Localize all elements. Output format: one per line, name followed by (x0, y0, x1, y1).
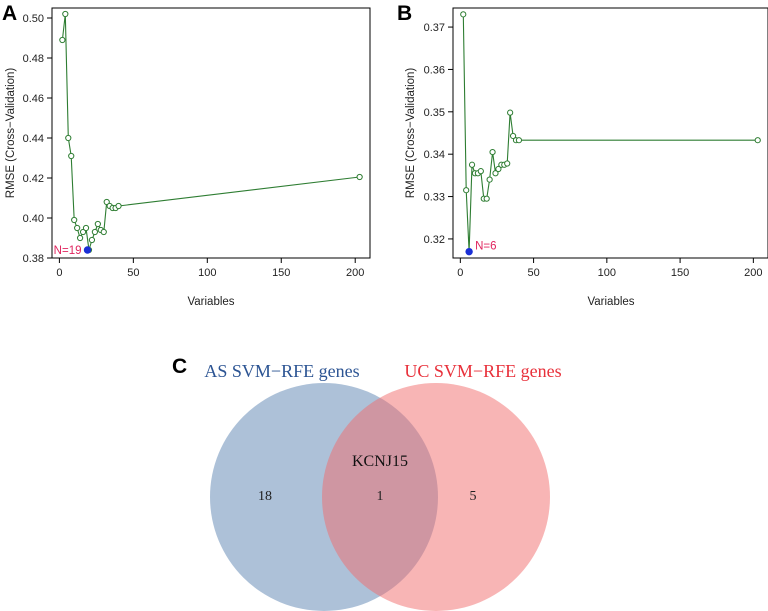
panel-b-data-point (468, 161, 476, 168)
panel-b-plot-frame (452, 7, 768, 259)
panel-a-x-tick-label: 150 (272, 267, 290, 279)
panel-b-optimum-label: N=6 (475, 241, 496, 253)
panel-b-x-tick-label: 0 (457, 267, 463, 279)
panel-a-data-point (356, 173, 363, 181)
panel-b-data-point (515, 137, 523, 144)
panel-b-data-point (509, 132, 517, 140)
panel-a-x-ticks: 0 50 100 150 200 (56, 258, 364, 279)
panel-a-data-point (59, 36, 66, 44)
panel-a-series: N=19 (54, 10, 363, 257)
panel-a-rmse-line (61, 13, 360, 251)
panel-b: B 0 50 100 150 200 0.320.330.340.350.360.37 … (397, 2, 768, 308)
panel-b-data-point (486, 176, 493, 183)
venn-set-a-title: AS SVM−RFE genes (204, 361, 359, 381)
panel-a-data-point (115, 202, 122, 210)
panel-a-data-point (71, 216, 78, 224)
venn-set-b-title: UC SVM−RFE genes (404, 361, 561, 381)
panel-b-data-point (489, 148, 496, 156)
panel-a-data-point (91, 228, 98, 236)
panel-a-data-point (62, 10, 69, 18)
panel-a-plot-frame (51, 7, 371, 259)
panel-c-venn: C AS SVM−RFE genes UC SVM−RFE genes 18 1… (172, 355, 562, 611)
panel-a-y-tick-label: 0.46 (23, 93, 44, 105)
panel-a-y-axis-title: RMSE (Cross−Validation) (5, 68, 17, 199)
panel-b-rmse-line (462, 14, 758, 252)
venn-set-a-only-count: 18 (258, 489, 272, 504)
panel-a-optimum-point (83, 246, 92, 254)
panel-b-data-point (492, 170, 499, 177)
panel-a-data-point (94, 220, 101, 228)
panel-b-y-tick-label: 0.33 (424, 192, 445, 204)
panel-b-y-tick-label: 0.36 (424, 64, 445, 76)
panel-b-series: N=6 (460, 11, 761, 256)
panel-b-data-point (477, 168, 484, 175)
venn-intersection-count: 1 (377, 489, 384, 504)
panel-a-data-point (65, 134, 72, 142)
panel-b-x-tick-label: 50 (527, 267, 539, 279)
panel-b-y-tick-label: 0.35 (424, 107, 445, 119)
venn-set-b-only-count: 5 (470, 489, 477, 504)
panel-b-y-ticks: 0.32 0.33 0.34 0.35 0.36 0.37 (424, 22, 453, 246)
panel-a-data-point (77, 234, 84, 242)
panel-a-letter: A (2, 2, 17, 25)
panel-a-y-tick-label: 0.40 (23, 213, 44, 225)
panel-b-y-tick-label: 0.32 (424, 234, 445, 246)
panel-a-y-tick-label: 0.38 (23, 253, 44, 265)
panel-a-x-tick-label: 0 (56, 267, 62, 279)
panel-a-data-point (74, 224, 81, 232)
panel-a-data-point (103, 198, 110, 206)
panel-b-x-ticks: 0 50 100 150 200 (457, 258, 763, 279)
venn-intersection-gene: KCNJ15 (352, 453, 408, 470)
panel-a-y-ticks: 0.38 0.40 0.42 0.44 0.46 0.48 0.50 (23, 13, 52, 265)
panel-a-x-tick-label: 200 (346, 267, 364, 279)
panel-b-data-point (507, 109, 514, 116)
panel-b-x-tick-label: 150 (671, 267, 689, 279)
panel-b-x-tick-label: 200 (744, 267, 762, 279)
panel-b-data-point (460, 11, 467, 18)
panel-c-letter: C (172, 355, 187, 378)
panel-b-data-point (463, 187, 470, 194)
panel-b-optimum-point (465, 247, 473, 256)
panel-a-data-point (100, 228, 107, 236)
panel-a-y-tick-label: 0.48 (23, 53, 44, 65)
panel-a: A 0 50 100 150 200 0.380.400.420.440.460.480… (2, 2, 371, 308)
panel-b-data-point (754, 137, 761, 144)
panel-b-data-point (483, 195, 490, 202)
panel-a-x-axis-title: Variables (187, 296, 234, 308)
venn-circle-uc (322, 383, 550, 611)
panel-a-data-point (88, 236, 96, 244)
panel-a-data-point (79, 228, 87, 236)
panel-b-x-tick-label: 100 (598, 267, 616, 279)
panel-a-x-tick-label: 50 (127, 267, 139, 279)
panel-b-y-tick-label: 0.37 (424, 22, 445, 34)
panel-b-y-tick-label: 0.34 (424, 149, 445, 161)
panel-a-data-point (82, 224, 90, 232)
panel-a-y-tick-label: 0.42 (23, 173, 44, 185)
panel-b-data-point (495, 165, 502, 173)
panel-a-optimum-label: N=19 (54, 245, 82, 257)
panel-b-x-axis-title: Variables (587, 296, 634, 308)
panel-b-data-point (504, 160, 511, 167)
panel-a-y-tick-label: 0.44 (23, 133, 44, 145)
panel-a-x-tick-label: 100 (198, 267, 216, 279)
panel-a-data-point (68, 152, 75, 160)
panel-b-y-axis-title: RMSE (Cross−Validation) (405, 68, 417, 199)
panel-b-letter: B (397, 2, 412, 25)
panel-a-y-tick-label: 0.50 (23, 13, 44, 25)
